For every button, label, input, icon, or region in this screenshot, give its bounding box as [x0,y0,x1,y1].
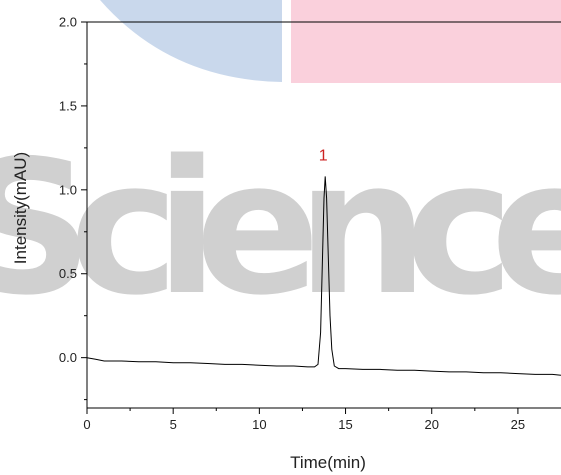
x-tick-label: 5 [170,417,177,432]
x-tick-label: 25 [511,417,525,432]
x-tick-label: 15 [338,417,352,432]
axes [86,21,561,409]
watermark-logo: Science [0,0,561,336]
x-tick-label: 10 [252,417,266,432]
y-tick-label: 1.0 [59,182,77,197]
watermark-letters: Science [0,120,561,336]
watermark-blue-shape [100,0,282,82]
peak-annotations: 1 [319,147,328,164]
ticks [81,21,519,414]
watermark-pink-shape [291,0,561,83]
y-axis-label: Intensity(mAU) [11,152,30,264]
chromatogram-trace [86,176,561,376]
y-tick-label: 1.5 [59,98,77,113]
y-tick-label: 2.0 [59,15,77,30]
x-tick-label: 0 [83,417,90,432]
y-tick-label: 0.0 [59,350,77,365]
x-tick-label: 20 [424,417,438,432]
tick-labels: 0 5 10 15 20 25 0.0 0.5 1.0 1.5 2.0 [59,15,525,433]
watermark-text: Science [0,120,561,336]
peak-label: 1 [319,147,328,164]
y-tick-label: 0.5 [59,266,77,281]
x-axis-label: Time(min) [290,453,366,472]
